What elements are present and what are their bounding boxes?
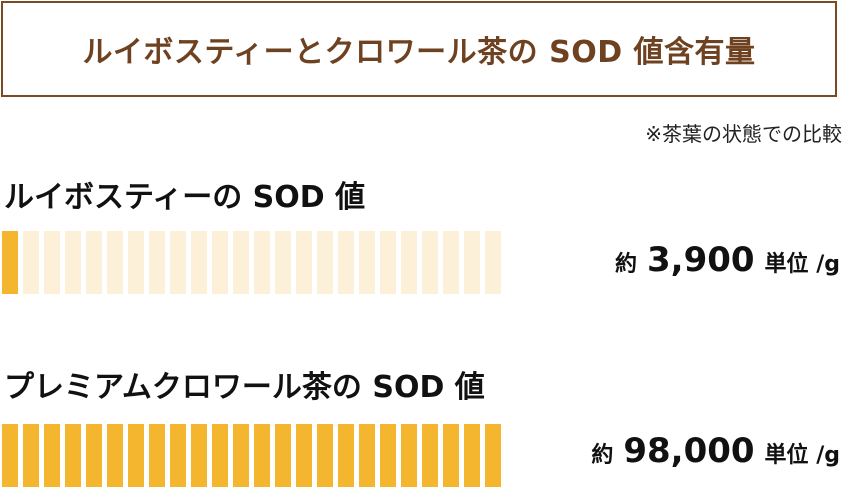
bar-segment-empty — [44, 231, 60, 294]
bar-segment-empty — [422, 231, 438, 294]
bar-segment-empty — [212, 231, 228, 294]
bar-segment-empty — [275, 231, 291, 294]
bar-segment-filled — [107, 424, 123, 487]
bar-segment-filled — [254, 424, 270, 487]
bar-segment-empty — [401, 231, 417, 294]
bar-segment-empty — [149, 231, 165, 294]
bar-segment-empty — [443, 231, 459, 294]
bar-segment-filled — [359, 424, 375, 487]
series-label-premium: プレミアムクロワール茶の SOD 値 — [4, 370, 485, 405]
bar-premium — [2, 424, 501, 487]
bar-segment-filled — [317, 424, 333, 487]
bar-segment-empty — [338, 231, 354, 294]
value-unit: 単位 /g — [764, 443, 840, 468]
bar-segment-filled — [191, 424, 207, 487]
bar-segment-filled — [2, 424, 18, 487]
bar-segment-empty — [170, 231, 186, 294]
value-rooibos: 約 3,900 単位 /g — [615, 240, 840, 280]
bar-segment-filled — [2, 231, 18, 294]
bar-segment-filled — [380, 424, 396, 487]
bar-segment-filled — [422, 424, 438, 487]
value-number: 3,900 — [647, 240, 755, 280]
title-box: ルイボスティーとクロワール茶の SOD 値含有量 — [1, 1, 837, 97]
comparison-note: ※茶葉の状態での比較 — [645, 122, 842, 146]
bar-segment-empty — [128, 231, 144, 294]
bar-segment-filled — [401, 424, 417, 487]
bar-segment-filled — [485, 424, 501, 487]
chart-title: ルイボスティーとクロワール茶の SOD 値含有量 — [82, 35, 756, 70]
bar-segment-filled — [149, 424, 165, 487]
bar-segment-filled — [86, 424, 102, 487]
bar-segment-filled — [44, 424, 60, 487]
bar-segment-filled — [296, 424, 312, 487]
bar-segment-empty — [464, 231, 480, 294]
bar-segment-filled — [65, 424, 81, 487]
bar-segment-empty — [485, 231, 501, 294]
bar-segment-filled — [233, 424, 249, 487]
bar-segment-empty — [317, 231, 333, 294]
value-premium: 約 98,000 単位 /g — [591, 431, 840, 471]
bar-segment-filled — [443, 424, 459, 487]
bar-segment-empty — [86, 231, 102, 294]
bar-segment-filled — [23, 424, 39, 487]
bar-segment-filled — [170, 424, 186, 487]
series-label-rooibos: ルイボスティーの SOD 値 — [4, 180, 366, 215]
bar-segment-empty — [107, 231, 123, 294]
bar-rooibos — [2, 231, 501, 294]
bar-segment-empty — [233, 231, 249, 294]
value-unit: 単位 /g — [764, 252, 840, 277]
bar-segment-filled — [275, 424, 291, 487]
bar-segment-filled — [212, 424, 228, 487]
bar-segment-empty — [359, 231, 375, 294]
bar-segment-empty — [191, 231, 207, 294]
value-number: 98,000 — [623, 431, 755, 471]
bar-segment-empty — [65, 231, 81, 294]
bar-segment-filled — [464, 424, 480, 487]
value-approx: 約 — [614, 252, 637, 277]
bar-segment-filled — [338, 424, 354, 487]
bar-segment-empty — [296, 231, 312, 294]
bar-segment-empty — [23, 231, 39, 294]
bar-segment-empty — [380, 231, 396, 294]
bar-segment-empty — [254, 231, 270, 294]
bar-segment-filled — [128, 424, 144, 487]
value-approx: 約 — [591, 443, 614, 468]
